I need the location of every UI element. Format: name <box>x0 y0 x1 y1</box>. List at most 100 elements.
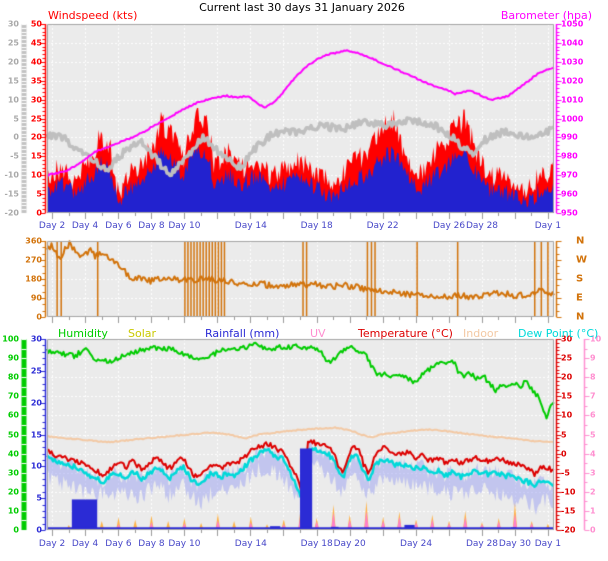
axis-tick-label: 980 <box>561 151 578 161</box>
axis-tick-label: 7 <box>590 391 596 401</box>
axis-tick-label: 15 <box>30 430 42 439</box>
axis-tick-label: 0 <box>36 525 42 535</box>
legend-item-uv: UV <box>310 327 326 340</box>
axis-tick-label: 80 <box>7 372 19 382</box>
axis-tick-label: 2 <box>590 487 596 497</box>
axis-tick-label: 20 <box>30 398 42 408</box>
day-label: Day 1 <box>534 539 562 549</box>
day-label: Day 10 <box>168 221 201 231</box>
axis-tick-label: 970 <box>561 170 578 180</box>
axis-tick-label: 90 <box>7 353 19 363</box>
compass-letter: S <box>576 273 584 285</box>
axis-tick-label: -15 <box>4 189 19 199</box>
day-label: Day 4 <box>71 221 99 231</box>
axis-tick-label: 1000 <box>561 114 584 123</box>
day-label: Day 1 <box>534 221 562 231</box>
axis-tick-label: 45 <box>30 38 42 48</box>
axis-tick-label: -10 <box>561 487 576 497</box>
axis-tick-label: 0 <box>561 449 567 459</box>
axis-tick-label: 1040 <box>561 38 584 48</box>
axis-tick-label: 10 <box>7 506 19 516</box>
day-label: Day 24 <box>400 539 433 549</box>
axis-tick-label: 4 <box>590 449 596 459</box>
axis-tick-label: 1030 <box>561 57 584 67</box>
legend-item-temperature-c: Temperature (°C) <box>358 327 453 340</box>
axis-tick-label: -15 <box>561 506 576 516</box>
axis-tick-label: 30 <box>7 19 19 29</box>
day-label: Day 18 <box>300 221 333 231</box>
axis-tick-label: 10 <box>7 95 19 105</box>
axis-tick-label: 1020 <box>561 76 584 86</box>
axis-tick-label: -10 <box>4 170 19 180</box>
axis-tick-label: 0 <box>36 208 42 218</box>
axis-tick-label: 5 <box>36 189 42 199</box>
axis-tick-label: -20 <box>561 525 576 535</box>
axis-tick-label: 15 <box>7 76 19 86</box>
day-label: Day 6 <box>105 539 132 549</box>
axis-tick-label: 30 <box>561 334 573 344</box>
axis-tick-label: 25 <box>30 366 42 376</box>
axis-tick-label: 25 <box>7 38 19 48</box>
axis-tick-label: 3 <box>590 468 596 478</box>
axis-tick-label: 20 <box>561 372 573 382</box>
axis-tick-label: 10 <box>30 170 42 180</box>
axis-tick-label: 960 <box>561 189 578 199</box>
axis-tick-label: 5 <box>36 493 42 503</box>
axis-tick-label: 360 <box>25 236 42 246</box>
day-label: Day 4 <box>71 539 99 549</box>
axis-tick-label: 5 <box>590 430 596 439</box>
axis-tick-label: 20 <box>30 132 42 142</box>
day-label: Day 6 <box>105 221 132 231</box>
axis-tick-label: 90 <box>30 293 42 303</box>
axis-tick-label: 30 <box>30 95 42 105</box>
axis-tick-label: 70 <box>7 391 19 401</box>
axis-tick-label: 0 <box>13 132 19 142</box>
day-label: Day 8 <box>138 539 165 549</box>
axis-tick-label: 50 <box>7 430 19 439</box>
barometer-axis-title: Barometer (hpa) <box>500 9 592 22</box>
axis-tick-label: 50 <box>30 19 42 29</box>
axis-tick-label: -20 <box>4 208 19 218</box>
axis-tick-label: 0 <box>590 525 596 535</box>
windspeed-axis-title: Windspeed (kts) <box>48 9 138 22</box>
axis-tick-label: 100 <box>2 334 19 344</box>
axis-tick-label: 5 <box>13 114 19 123</box>
axis-tick-label: 270 <box>25 255 42 265</box>
axis-tick-label: 6 <box>590 410 596 420</box>
compass-letter: W <box>576 254 588 266</box>
axis-tick-label: 10 <box>590 334 602 344</box>
axis-tick-label: -5 <box>561 468 570 478</box>
axis-tick-label: -5 <box>10 151 19 161</box>
axis-tick-label: 15 <box>30 151 42 161</box>
legend-item-rainfall-mm: Rainfall (mm) <box>205 327 280 340</box>
axis-tick-label: 990 <box>561 132 578 142</box>
axis-tick-label: 25 <box>30 114 42 123</box>
compass-letter: E <box>576 292 583 304</box>
axis-tick-label: 10 <box>30 461 42 471</box>
axis-tick-label: 30 <box>30 334 42 344</box>
axis-tick-label: 950 <box>561 208 578 218</box>
compass-letter: N <box>576 235 585 247</box>
legend-item-solar: Solar <box>128 327 157 340</box>
axis-tick-label: 5 <box>561 430 567 439</box>
compass-letter: N <box>576 311 585 323</box>
legend-item-dew-point-c: Dew Point (°C) <box>518 327 599 340</box>
day-label: Day 14 <box>234 539 267 549</box>
axis-tick-label: 25 <box>561 353 573 363</box>
page-title: Current last 30 days 31 January 2026 <box>199 1 405 14</box>
axis-tick-label: 40 <box>7 449 19 459</box>
axis-tick-label: 1 <box>590 506 596 516</box>
axis-tick-label: 15 <box>561 391 573 401</box>
day-label: Day 18 <box>300 539 333 549</box>
axis-tick-label: 180 <box>25 274 42 284</box>
day-label: Day 8 <box>138 221 165 231</box>
day-label: Day 14 <box>234 221 267 231</box>
axis-tick-label: 40 <box>30 57 42 67</box>
axis-tick-label: 8 <box>590 372 596 382</box>
day-label: Day 26 <box>433 221 466 231</box>
day-label: Day 20 <box>333 539 366 549</box>
axis-tick-label: 10 <box>561 410 573 420</box>
day-label: Day 28 <box>465 539 499 549</box>
